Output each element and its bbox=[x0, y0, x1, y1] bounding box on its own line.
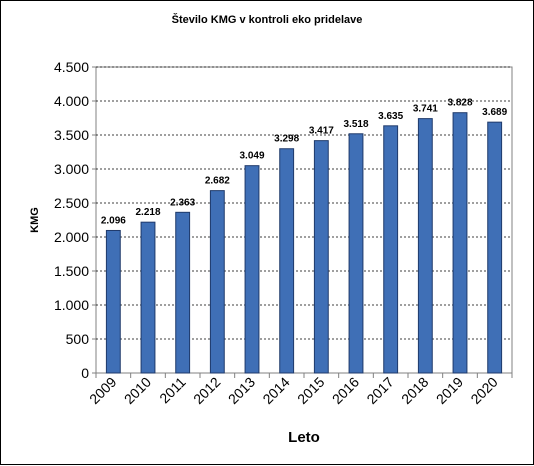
data-label-2016: 3.518 bbox=[343, 119, 368, 130]
bar-2009 bbox=[105, 229, 121, 374]
x-tick-label-2020: 2020 bbox=[467, 374, 500, 407]
y-tick-label: 2.500 bbox=[54, 195, 89, 211]
x-tick-label-2016: 2016 bbox=[329, 374, 362, 407]
bar-2015 bbox=[313, 140, 329, 374]
bar-2017 bbox=[383, 125, 399, 374]
grid-lines bbox=[96, 66, 512, 340]
data-label-2015: 3.417 bbox=[309, 126, 334, 137]
x-tick-label-2018: 2018 bbox=[398, 374, 431, 407]
x-tick-label-2015: 2015 bbox=[294, 374, 327, 407]
data-label-2018: 3.741 bbox=[413, 104, 438, 115]
data-label-2014: 3.298 bbox=[274, 134, 299, 145]
y-axis-ticks: 0 500 1.000 1.500 2.000 2.500 3.000 3.500 4.000 4… bbox=[54, 59, 96, 381]
bar-2014 bbox=[279, 148, 295, 374]
data-label-2011: 2.363 bbox=[170, 197, 195, 208]
data-label-2019: 3.828 bbox=[447, 98, 472, 109]
x-tick-label-2010: 2010 bbox=[121, 374, 154, 407]
bars bbox=[105, 112, 503, 374]
bar-2018 bbox=[417, 118, 433, 374]
y-tick-label: 3.000 bbox=[54, 161, 89, 177]
y-tick-label: 3.500 bbox=[54, 127, 89, 143]
data-label-2012: 2.682 bbox=[205, 176, 230, 187]
x-tick-label-2019: 2019 bbox=[433, 374, 466, 407]
y-tick-label: 0 bbox=[81, 365, 89, 381]
data-labels: 2.096 2.218 2.363 2.682 3.049 3.298 3.417 3.518… bbox=[101, 98, 508, 227]
bar-2012 bbox=[209, 190, 225, 374]
chart-title: Število KMG v kontroli eko pridelave bbox=[172, 13, 363, 26]
x-axis-ticks: 2009 2010 2011 2012 2013 2014 2015 2016 2017 2018… bbox=[86, 373, 513, 407]
data-label-2017: 3.635 bbox=[378, 111, 403, 122]
plot-area bbox=[95, 66, 513, 374]
data-label-2013: 3.049 bbox=[239, 151, 264, 162]
y-tick-label: 4.500 bbox=[54, 59, 89, 75]
x-axis-label: Leto bbox=[288, 429, 320, 446]
bar-2020 bbox=[487, 121, 503, 374]
bar-2011 bbox=[175, 211, 191, 374]
bar-2016 bbox=[348, 133, 364, 374]
y-axis-label: KMG bbox=[29, 207, 41, 233]
x-tick-label-2017: 2017 bbox=[363, 374, 396, 407]
y-tick-label: 2.000 bbox=[54, 229, 89, 245]
y-tick-label: 1.500 bbox=[54, 263, 89, 279]
bar-2013 bbox=[244, 165, 260, 374]
x-tick-label-2013: 2013 bbox=[225, 374, 258, 407]
bar-2010 bbox=[140, 221, 156, 374]
x-tick-label-2009: 2009 bbox=[86, 374, 119, 407]
y-tick-label: 1.000 bbox=[54, 297, 89, 313]
data-label-2020: 3.689 bbox=[482, 107, 507, 118]
x-tick-label-2012: 2012 bbox=[190, 374, 223, 407]
data-label-2010: 2.218 bbox=[135, 207, 160, 218]
x-tick-label-2014: 2014 bbox=[259, 374, 292, 407]
y-tick-label: 4.000 bbox=[54, 93, 89, 109]
x-tick-label-2011: 2011 bbox=[156, 374, 189, 407]
data-label-2009: 2.096 bbox=[101, 215, 126, 226]
y-tick-label: 500 bbox=[66, 331, 90, 347]
bar-2019 bbox=[452, 112, 468, 374]
